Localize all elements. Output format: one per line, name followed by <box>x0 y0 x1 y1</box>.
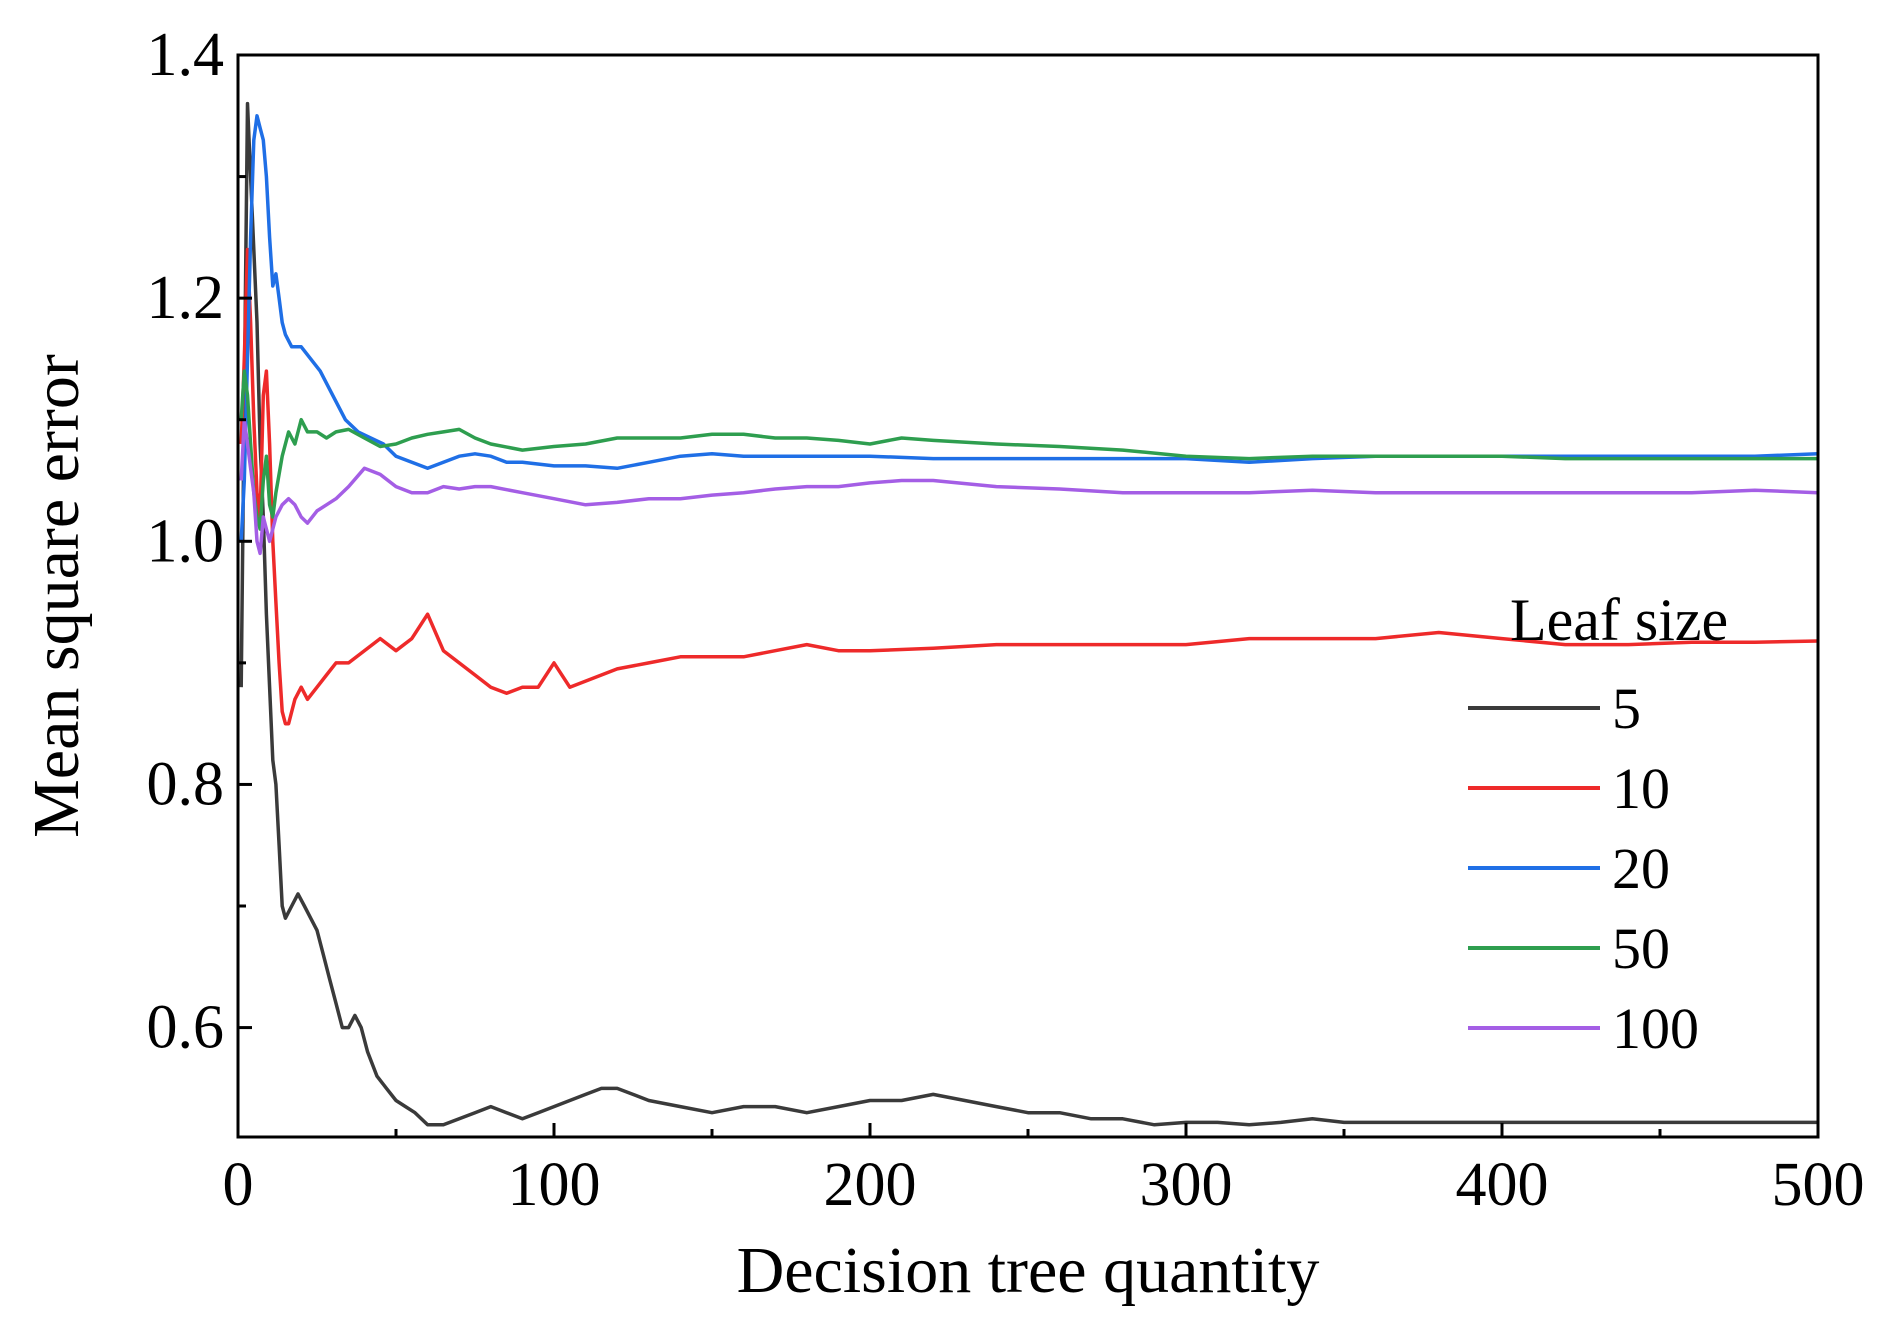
legend-label-50: 50 <box>1612 916 1670 981</box>
y-tick-label: 0.6 <box>147 994 225 1062</box>
legend-label-10: 10 <box>1612 756 1670 821</box>
legend-title: Leaf size <box>1510 587 1728 653</box>
x-tick-label: 500 <box>1772 1151 1865 1219</box>
x-tick-label: 0 <box>223 1151 254 1219</box>
y-tick-label: 1.2 <box>147 264 225 332</box>
y-tick-label: 1.0 <box>147 507 225 575</box>
x-tick-label: 100 <box>508 1151 601 1219</box>
x-axis-title: Decision tree quantity <box>737 1234 1320 1307</box>
series-line-5 <box>239 101 1818 1127</box>
series-line-20 <box>239 114 1819 542</box>
y-tick-label: 1.4 <box>147 21 225 89</box>
y-tick-label: 0.8 <box>147 750 225 818</box>
legend-items: 5 10 20 50 100 <box>1468 676 1699 1061</box>
y-axis-title: Mean square error <box>20 354 93 838</box>
legend-label-5: 5 <box>1612 676 1641 741</box>
legend: Leaf size 5 10 20 50 100 <box>1468 587 1728 1061</box>
series-line-10 <box>239 247 1819 726</box>
x-tick-label: 200 <box>824 1151 917 1219</box>
x-tick-label: 400 <box>1456 1151 1549 1219</box>
series-line-100 <box>239 417 1819 556</box>
series-layer <box>239 101 1819 1127</box>
legend-label-100: 100 <box>1612 996 1699 1061</box>
legend-label-20: 20 <box>1612 836 1670 901</box>
x-tick-label: 300 <box>1140 1151 1233 1219</box>
x-axis: 0 100 200 300 400 500 <box>223 1123 1865 1219</box>
y-axis: 0.6 0.8 1.0 1.2 1.4 <box>147 21 252 1062</box>
series-line-50 <box>239 369 1818 531</box>
